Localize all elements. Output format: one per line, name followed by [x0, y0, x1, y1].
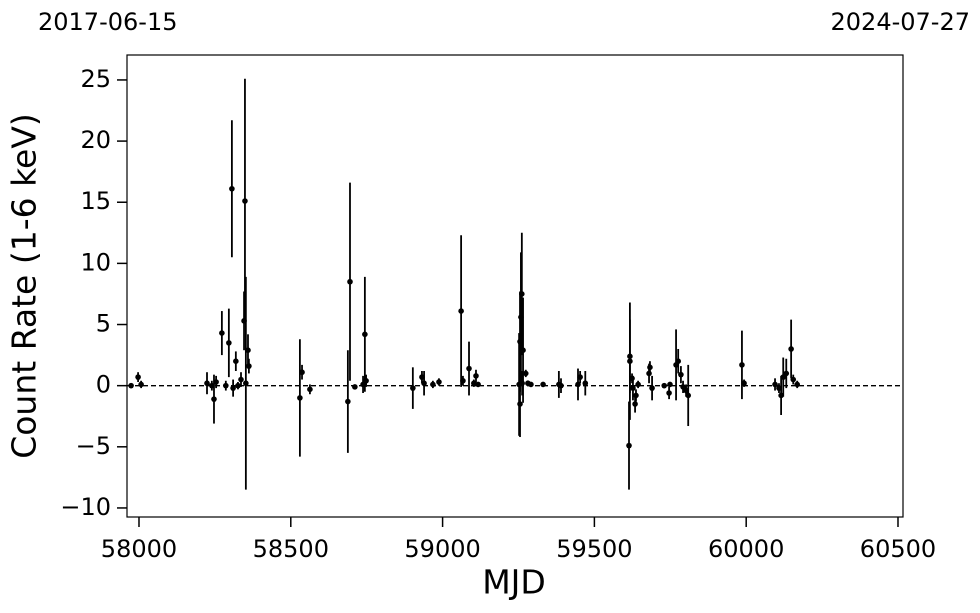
start-date: 2017-06-15 [38, 8, 177, 36]
data-point [138, 381, 144, 388]
data-point [582, 380, 589, 387]
y-tick-label: 5 [96, 310, 111, 338]
x-tick-label: 60500 [860, 535, 936, 563]
data-point [519, 380, 525, 387]
data-point [678, 371, 684, 378]
data-point [229, 185, 235, 192]
data-point [458, 308, 464, 314]
data-point [558, 382, 564, 389]
data-point [421, 380, 427, 387]
x-tick-label: 59000 [404, 535, 480, 563]
data-point [235, 382, 241, 389]
data-point [128, 382, 134, 389]
data-point [685, 392, 692, 399]
x-tick-label: 58000 [101, 535, 177, 563]
data-point [646, 370, 652, 377]
data-point [204, 380, 210, 387]
x-axis-label: MJD [482, 563, 546, 602]
data-point [649, 385, 655, 391]
data-point [772, 381, 778, 388]
data-point [460, 377, 466, 384]
data-point [741, 380, 747, 387]
data-point [242, 198, 248, 204]
y-tick-label: 10 [80, 248, 111, 276]
data-point [626, 442, 632, 449]
data-point [528, 381, 534, 388]
data-point [519, 291, 525, 297]
data-point [352, 384, 358, 390]
data-point [739, 362, 745, 368]
data-point [473, 373, 479, 379]
data-point [475, 381, 481, 388]
y-axis-label: Count Rate (1-6 keV) [5, 113, 44, 459]
data-point [246, 363, 252, 369]
data-point [226, 340, 232, 346]
data-point [213, 379, 219, 385]
x-tick-label: 60000 [708, 535, 784, 563]
data-point [633, 392, 639, 399]
data-point [223, 382, 229, 389]
data-point [299, 369, 305, 376]
data-point [307, 386, 313, 393]
data-point [297, 395, 303, 401]
data-point [233, 358, 239, 365]
data-point [211, 396, 217, 402]
y-tick-label: 15 [80, 187, 111, 215]
data-point [430, 381, 436, 388]
data-point [647, 364, 653, 371]
data-point [466, 365, 472, 372]
x-tick-label: 58500 [253, 535, 329, 563]
plot-frame [126, 54, 904, 518]
data-point [661, 382, 668, 389]
data-point [520, 347, 526, 354]
data-point [436, 379, 442, 385]
x-tick-label: 59500 [556, 535, 632, 563]
data-point [540, 381, 546, 388]
data-point [517, 401, 523, 407]
data-point [345, 398, 351, 405]
data-point [630, 385, 636, 391]
data-point [788, 346, 794, 352]
data-point [577, 374, 583, 380]
data-point [363, 377, 369, 384]
data-point [347, 278, 353, 285]
data-point [362, 331, 368, 338]
data-point [790, 376, 797, 383]
data-point [783, 370, 790, 377]
y-tick-label: −5 [76, 432, 111, 460]
data-point [522, 370, 529, 377]
y-tick-label: 20 [80, 126, 111, 154]
end-date: 2024-07-27 [831, 8, 970, 36]
data-point [230, 385, 236, 391]
data-point [243, 380, 249, 387]
data-point [675, 358, 681, 365]
data-point [632, 401, 638, 407]
data-point [794, 381, 800, 388]
data-point [219, 330, 225, 336]
data-point [410, 385, 416, 391]
data-point [245, 347, 251, 354]
data-point [135, 374, 141, 380]
y-tick-label: 25 [80, 65, 111, 93]
y-tick-label: −10 [60, 493, 111, 521]
data-point [635, 381, 641, 388]
data-point [629, 375, 635, 382]
data-point [667, 381, 673, 388]
y-tick-label: 0 [96, 371, 111, 399]
data-point [238, 376, 244, 383]
data-point [666, 390, 672, 396]
data-point [627, 358, 633, 365]
